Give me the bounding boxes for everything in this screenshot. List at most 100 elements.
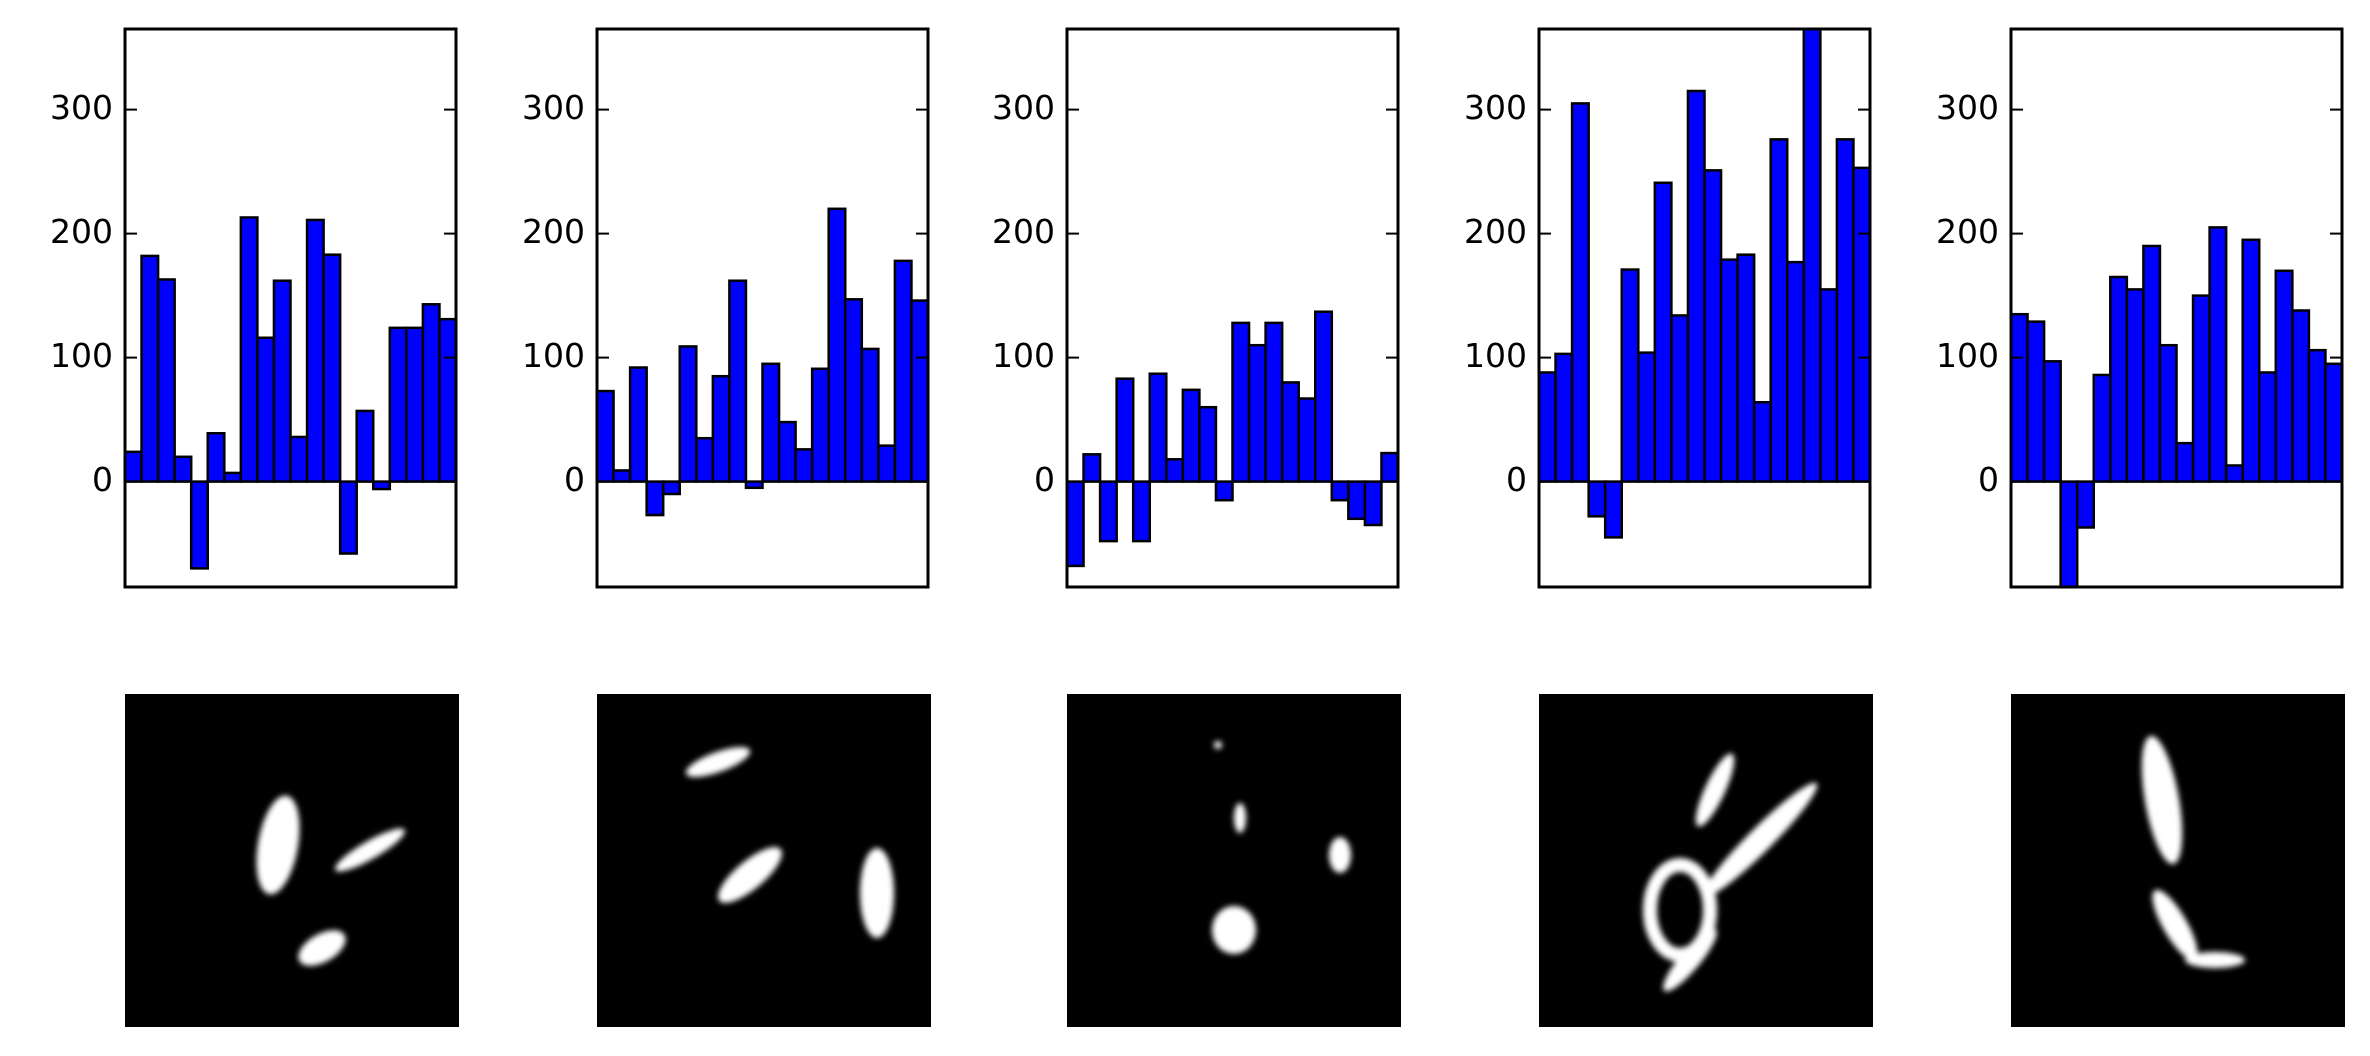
bar	[1231, 321, 1251, 483]
bar	[1148, 372, 1168, 483]
bar	[1131, 480, 1151, 543]
image-blobs	[685, 747, 894, 938]
bar	[1280, 381, 1300, 483]
image-panel	[1067, 694, 1401, 1027]
bar	[761, 362, 781, 483]
bar	[1736, 253, 1756, 483]
bar	[1819, 288, 1839, 483]
bar	[1653, 181, 1673, 483]
bars	[1067, 310, 1398, 568]
bar	[223, 471, 243, 483]
y-tick-label: 300	[1936, 88, 1999, 127]
bar	[877, 444, 897, 483]
bar	[744, 480, 764, 490]
bar	[305, 218, 325, 483]
bar	[827, 207, 847, 483]
bar	[189, 480, 209, 570]
bar	[597, 389, 615, 483]
bar	[1835, 138, 1855, 483]
y-tick-label: 0	[1506, 460, 1527, 499]
bar-chart: 0 100 200 300	[50, 27, 458, 589]
bar	[1181, 388, 1201, 483]
bar	[1554, 352, 1574, 483]
bar	[844, 298, 864, 483]
bar	[289, 435, 309, 483]
y-tick-label: 100	[992, 336, 1055, 375]
bar	[2059, 480, 2079, 587]
y-tick-label: 200	[1936, 212, 1999, 251]
image-panel	[1539, 694, 1873, 1027]
y-tick-label: 300	[522, 88, 585, 127]
plot-frame	[595, 27, 930, 589]
bar	[1769, 138, 1789, 483]
bar	[1603, 480, 1623, 539]
bar	[645, 480, 665, 517]
bar	[2241, 238, 2261, 483]
bar	[1363, 480, 1383, 527]
plot-frame	[2009, 27, 2344, 589]
bar	[1620, 268, 1640, 483]
image-blobs	[2141, 735, 2245, 968]
bar	[2274, 269, 2294, 483]
bar	[1247, 343, 1267, 483]
bar	[1802, 29, 1822, 483]
bar	[206, 431, 226, 483]
bar-chart: 0 100 200 300	[992, 27, 1400, 589]
bar	[2075, 480, 2095, 529]
bar	[156, 278, 176, 483]
bar	[1165, 458, 1185, 483]
y-tick-label: 300	[50, 88, 113, 127]
bar	[777, 420, 797, 483]
bar	[2208, 226, 2228, 483]
bar	[1852, 166, 1870, 483]
bar	[438, 317, 456, 483]
bar	[860, 347, 880, 483]
image-blobs	[256, 795, 405, 966]
bar	[2175, 441, 2195, 483]
bar	[125, 450, 143, 483]
bar	[2191, 294, 2211, 483]
image-panel	[597, 694, 931, 1027]
y-tick-label: 0	[1034, 460, 1055, 499]
bar	[728, 279, 748, 483]
bar	[239, 216, 259, 483]
bar	[322, 253, 342, 483]
y-tick-label: 0	[564, 460, 585, 499]
plot-frame	[1537, 27, 1872, 589]
bar	[1670, 314, 1690, 483]
bar	[1686, 89, 1706, 483]
bar	[2258, 371, 2278, 483]
plot-frame	[1065, 27, 1400, 589]
bar	[1314, 310, 1334, 483]
bar	[2011, 312, 2029, 483]
bar	[173, 455, 193, 483]
image-background	[2011, 694, 2345, 1027]
bars	[2011, 226, 2342, 587]
bars	[597, 207, 928, 517]
bar	[2109, 275, 2129, 483]
bar	[910, 299, 928, 483]
bars	[125, 216, 456, 570]
bar-chart: 0 100 200 300	[522, 27, 930, 589]
bar	[1297, 397, 1317, 483]
bar	[1347, 480, 1367, 521]
bar	[388, 326, 408, 483]
bar	[2125, 288, 2145, 483]
image-background	[1067, 694, 1401, 1027]
bar	[140, 254, 160, 483]
bar	[1380, 451, 1398, 483]
bar	[256, 336, 276, 483]
bar	[612, 469, 632, 483]
bar	[1719, 258, 1739, 483]
bar	[893, 259, 913, 483]
bar	[1082, 453, 1102, 483]
bar	[1570, 102, 1590, 483]
y-tick-label: 0	[1978, 460, 1999, 499]
bar-chart: 0 100 200 300	[1464, 27, 1872, 589]
bar	[1264, 321, 1284, 483]
bar	[2092, 373, 2112, 483]
image-panel	[2011, 694, 2345, 1027]
image-blobs	[1212, 741, 1351, 954]
bar-chart: 0 100 200 300	[1936, 27, 2344, 589]
